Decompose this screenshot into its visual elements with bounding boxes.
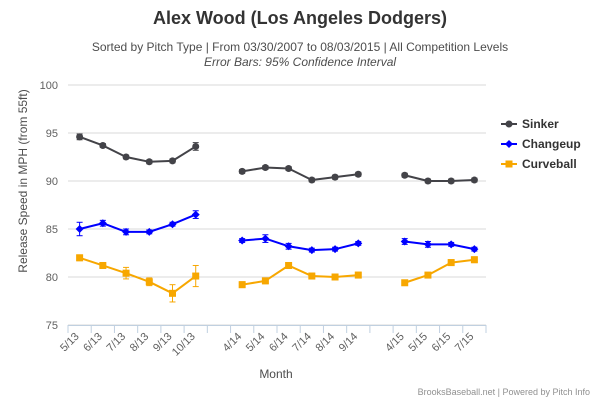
series-layer	[75, 133, 479, 303]
changeup-point	[447, 240, 456, 249]
legend-item-changeup: Changeup	[501, 137, 581, 151]
changeup-point	[470, 245, 479, 254]
curveball-point	[401, 279, 409, 287]
chart-credits: BrooksBaseball.net | Powered by Pitch In…	[418, 387, 590, 397]
y-tick-label: 95	[46, 128, 58, 140]
changeup-line	[404, 240, 475, 251]
curveball-line	[79, 256, 197, 295]
y-tick-label: 100	[40, 80, 58, 92]
y-tick-label: 90	[46, 176, 58, 188]
sinker-point	[169, 157, 176, 165]
changeup-line	[79, 213, 197, 233]
sinker-point	[76, 133, 84, 141]
changeup-point	[168, 220, 177, 229]
changeup-point	[354, 239, 363, 248]
sinker-point	[331, 173, 339, 181]
curveball-point	[354, 271, 362, 279]
legend-marker-changeup	[505, 140, 513, 148]
x-axis-title: Month	[259, 367, 292, 381]
sinker-point	[238, 167, 246, 175]
curveball-point	[122, 269, 130, 277]
sinker-line	[242, 166, 359, 182]
changeup-line	[242, 237, 359, 252]
legend-label-sinker: Sinker	[522, 117, 559, 131]
sinker-point	[285, 165, 293, 173]
curveball-point	[331, 273, 339, 281]
curveball-point	[424, 271, 432, 279]
curveball-point	[99, 261, 107, 269]
sinker-point	[354, 170, 362, 178]
changeup-point	[238, 236, 247, 245]
curveball-point	[145, 278, 153, 286]
curveball-point	[285, 261, 293, 269]
curveball-point	[192, 272, 200, 280]
legend-marker-sinker	[505, 120, 513, 128]
legend-label-curveball: Curveball	[522, 157, 577, 171]
sinker-point	[122, 153, 130, 161]
curveball-point	[238, 281, 246, 289]
sinker-point	[401, 171, 409, 179]
legend-label-changeup: Changeup	[522, 137, 581, 151]
changeup-point	[284, 242, 293, 251]
chart-subtitle: Sorted by Pitch Type | From 03/30/2007 t…	[92, 40, 508, 54]
chart-subtitle-error-bars: Error Bars: 95% Confidence Interval	[204, 55, 396, 69]
sinker-line	[79, 135, 197, 163]
legend: Sinker Changeup Curveball	[501, 117, 581, 171]
y-tick-label: 85	[46, 224, 58, 236]
changeup-point	[191, 210, 200, 219]
changeup-point	[400, 237, 409, 246]
changeup-point	[75, 225, 84, 233]
sinker-point	[192, 142, 200, 150]
y-axis-title: Release Speed in MPH (from 55ft)	[16, 89, 30, 272]
sinker-point	[447, 177, 455, 185]
sinker-point	[470, 176, 478, 184]
curveball-point	[447, 259, 455, 267]
sinker-line	[404, 174, 475, 182]
legend-marker-curveball	[505, 160, 513, 168]
sinker-point	[261, 164, 269, 172]
sinker-point	[308, 176, 316, 184]
changeup-point	[307, 246, 316, 255]
y-tick-label: 80	[46, 272, 58, 284]
legend-item-sinker: Sinker	[501, 117, 559, 131]
changeup-point	[331, 245, 340, 254]
curveball-point	[308, 272, 316, 280]
changeup-point	[145, 227, 154, 236]
curveball-point	[261, 277, 269, 285]
sinker-point	[99, 141, 107, 149]
y-tick-label: 75	[46, 320, 58, 332]
changeup-point	[122, 227, 131, 236]
sinker-point	[424, 177, 432, 185]
changeup-point	[423, 240, 432, 249]
legend-item-curveball: Curveball	[501, 157, 577, 171]
curveball-line	[242, 264, 359, 286]
sinker-point	[145, 158, 153, 166]
curveball-point	[470, 256, 478, 264]
chart-title: Alex Wood (Los Angeles Dodgers)	[153, 8, 447, 28]
curveball-line	[404, 258, 475, 284]
curveball-point	[76, 254, 84, 262]
changeup-point	[261, 234, 270, 243]
curveball-point	[169, 289, 176, 297]
changeup-point	[98, 219, 107, 228]
